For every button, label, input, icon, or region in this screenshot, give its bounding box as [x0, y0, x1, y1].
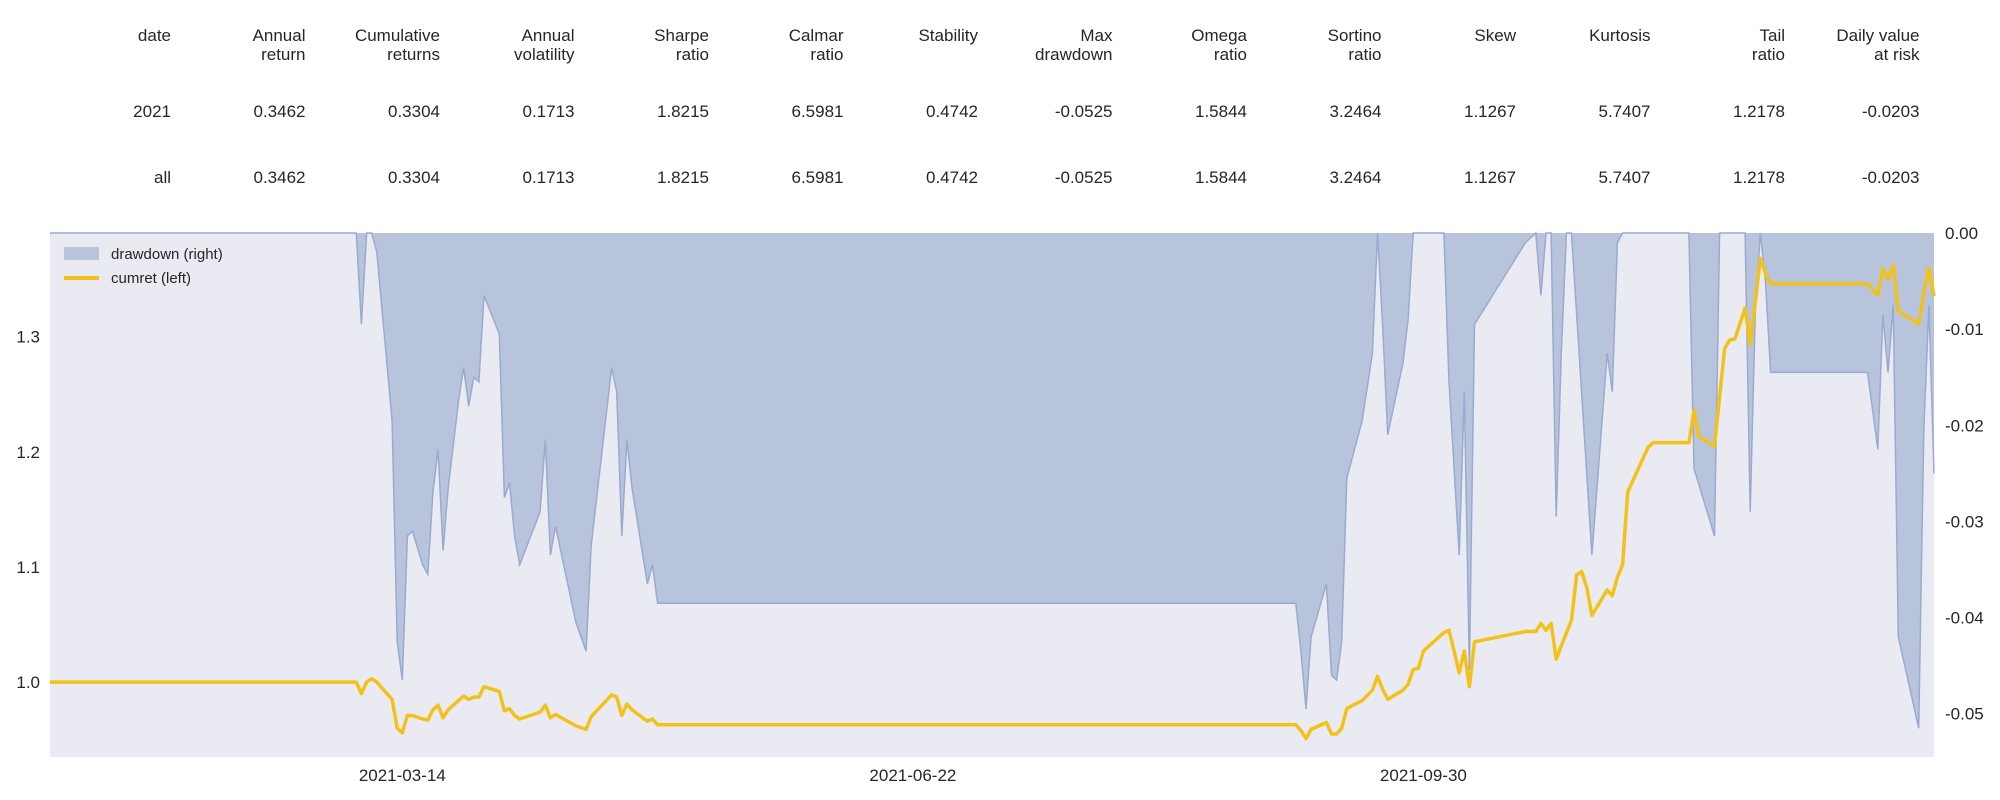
table-cell: 0.3304 [388, 102, 440, 121]
table-cell: 1.8215 [657, 168, 709, 187]
y-axis-left: 1.0 1.1 1.2 1.3 [16, 328, 40, 692]
table-header-cell: Annual volatility [514, 26, 575, 64]
table-cell: 1.8215 [657, 102, 709, 121]
table-header-cell: Sortino ratio [1327, 26, 1382, 64]
table-header-cell: Kurtosis [1589, 26, 1651, 45]
y-left-tick-label: 1.0 [16, 673, 40, 692]
table-cell: 0.3462 [253, 102, 306, 121]
legend-label-cumret: cumret (left) [111, 270, 191, 287]
table-cell: 1.2178 [1733, 168, 1785, 187]
table-cell: 0.4742 [926, 168, 978, 187]
y-right-tick-label: 0.00 [1945, 224, 1978, 243]
table-header-cell: Daily value at risk [1836, 26, 1920, 64]
table-header-cell: Omega ratio [1191, 26, 1247, 64]
table-header-cell: Annual return [252, 26, 306, 64]
table-cell: 0.4742 [926, 102, 978, 121]
table-header-cell: Stability [918, 26, 978, 45]
table-cell: 5.7407 [1598, 102, 1651, 121]
table-cell: -0.0203 [1861, 102, 1920, 121]
legend-label-drawdown: drawdown (right) [111, 246, 223, 263]
table-header-cell: Sharpe ratio [654, 26, 709, 64]
y-right-tick-label: -0.02 [1945, 416, 1984, 435]
table-cell: 6.5981 [791, 102, 844, 121]
y-right-tick-label: -0.05 [1945, 705, 1984, 724]
drawdown-layer [50, 231, 1935, 729]
table-cell: 5.7407 [1598, 168, 1651, 187]
table-cell: 0.3462 [253, 168, 306, 187]
table-header-cell: Calmar ratio [788, 26, 844, 64]
table-cell: 3.2464 [1329, 168, 1382, 187]
y-right-tick-label: -0.04 [1945, 609, 1984, 628]
y-right-tick-label: -0.03 [1945, 512, 1984, 531]
table-cell: -0.0203 [1861, 168, 1920, 187]
drawdown-line [50, 231, 1935, 729]
table-header-cell: date [137, 26, 171, 45]
table-row-label: all [153, 168, 171, 187]
x-tick-label: 2021-09-30 [1380, 766, 1467, 785]
table-cell: 1.1267 [1464, 102, 1516, 121]
table-header-cell: Cumulative returns [354, 26, 440, 64]
table-header-cell: Max drawdown [1035, 26, 1113, 64]
table-header-cell: Skew [1474, 26, 1516, 45]
table-header-cell: Tail ratio [1751, 26, 1785, 64]
y-right-tick-label: -0.01 [1945, 320, 1984, 339]
x-tick-label: 2021-06-22 [869, 766, 956, 785]
y-left-tick-label: 1.2 [16, 443, 40, 462]
table-cell: -0.0525 [1054, 168, 1113, 187]
legend-swatch-drawdown [64, 247, 99, 260]
table-cell: 6.5981 [791, 168, 844, 187]
x-tick-label: 2021-03-14 [359, 766, 446, 785]
table-cell: 0.1713 [522, 168, 575, 187]
table-cell: 3.2464 [1329, 102, 1382, 121]
table-cell: -0.0525 [1054, 102, 1113, 121]
table-cell: 1.1267 [1464, 168, 1516, 187]
x-axis: 2021-03-14 2021-06-22 2021-09-30 [359, 766, 1467, 785]
table-cell: 1.2178 [1733, 102, 1785, 121]
table-cell: 0.1713 [522, 102, 575, 121]
cumret-layer [50, 256, 1936, 741]
table-cell: 1.5844 [1195, 168, 1247, 187]
table-cell: 0.3304 [388, 168, 440, 187]
cumret-line [50, 256, 1936, 741]
y-left-tick-label: 1.1 [16, 558, 40, 577]
y-axis-right: 0.00 -0.01 -0.02 -0.03 -0.04 -0.05 [1945, 224, 1984, 724]
table-cell: 1.5844 [1195, 102, 1247, 121]
y-left-tick-label: 1.3 [16, 328, 40, 347]
table-row-label: 2021 [133, 102, 171, 121]
legend: drawdown (right) cumret (left) [64, 246, 223, 287]
drawdown-area [50, 233, 1934, 729]
